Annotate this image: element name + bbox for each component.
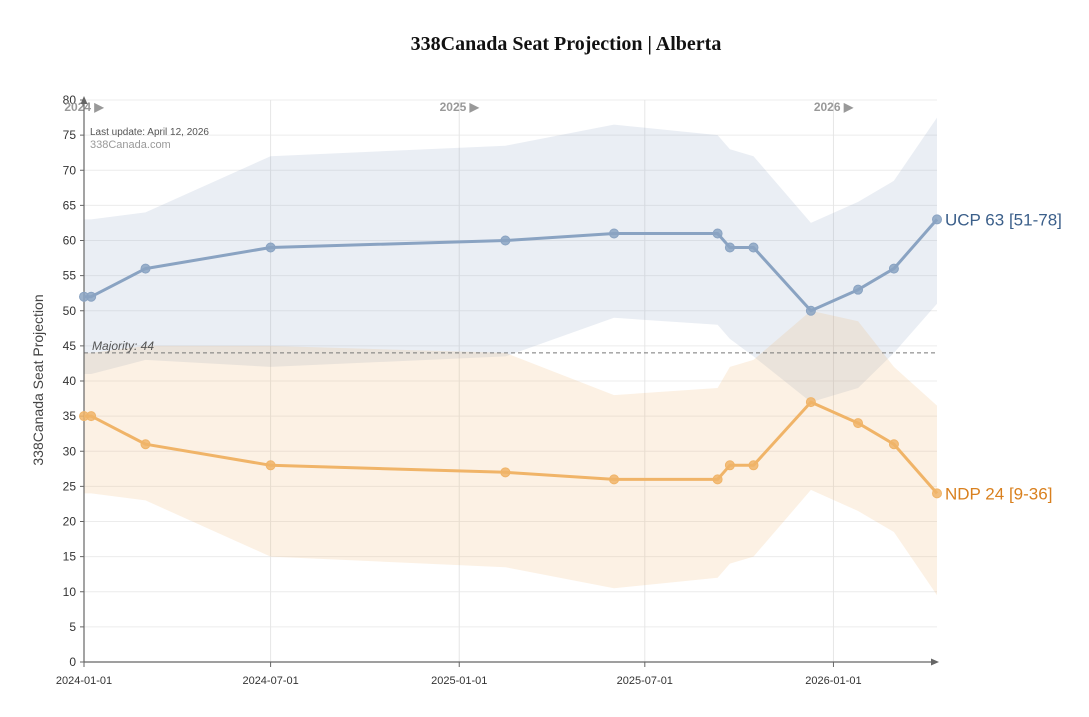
y-tick-label: 65	[63, 198, 77, 212]
point-ndp	[748, 460, 759, 471]
point-ndp	[140, 439, 151, 450]
y-tick-label: 75	[63, 128, 77, 142]
x-tick-label: 2026-01-01	[805, 675, 861, 687]
y-tick-label: 0	[69, 655, 76, 669]
point-ndp	[500, 467, 511, 478]
band-ndp	[84, 310, 937, 596]
y-tick-label: 45	[63, 339, 77, 353]
y-tick-label: 50	[63, 304, 77, 318]
point-ucp	[712, 228, 723, 239]
end-label-ndp: NDP 24 [9-36]	[945, 484, 1052, 503]
point-ndp	[265, 460, 276, 471]
series-end-labels: UCP 63 [51-78] NDP 24 [9-36]	[945, 210, 1062, 503]
point-ucp	[805, 305, 816, 316]
grid	[84, 99, 937, 662]
x-tick-label: 2025-01-01	[431, 675, 487, 687]
y-tick-label: 70	[63, 163, 77, 177]
y-tick-label: 60	[63, 234, 77, 248]
point-ucp	[86, 291, 97, 302]
point-ucp	[724, 242, 735, 253]
x-tick-label: 2024-01-01	[56, 675, 112, 687]
x-axis-arrow	[931, 658, 939, 666]
point-ndp	[712, 474, 723, 485]
series-points	[79, 214, 942, 499]
majority-label: Majority: 44	[92, 339, 154, 353]
point-ndp	[805, 397, 816, 408]
y-tick-label: 40	[63, 374, 77, 388]
point-ucp	[265, 242, 276, 253]
y-tick-label: 55	[63, 269, 77, 283]
point-ndp	[932, 488, 942, 499]
point-ndp	[86, 411, 97, 422]
y-tick-label: 5	[69, 620, 76, 634]
y-axis-label: 338Canada Seat Projection	[30, 294, 46, 465]
y-tick-label: 15	[63, 550, 77, 564]
point-ndp	[888, 439, 899, 450]
x-tick-label: 2024-07-01	[242, 675, 298, 687]
point-ndp	[853, 418, 864, 429]
point-ucp	[500, 235, 511, 246]
point-ucp	[853, 284, 864, 295]
y-tick-label: 25	[63, 479, 77, 493]
point-ucp	[609, 228, 620, 239]
y-tick-label: 20	[63, 515, 77, 529]
end-label-ucp: UCP 63 [51-78]	[945, 210, 1062, 229]
x-tick-label: 2025-07-01	[617, 675, 673, 687]
year-marker: 2026 ▶	[814, 100, 854, 114]
confidence-bands	[84, 117, 937, 596]
year-marker: 2025 ▶	[440, 100, 480, 114]
chart-title: 338Canada Seat Projection | Alberta	[411, 33, 722, 55]
point-ucp	[748, 242, 759, 253]
y-tick-label: 80	[63, 93, 77, 107]
point-ndp	[609, 474, 620, 485]
band-ucp	[84, 117, 937, 403]
point-ndp	[724, 460, 735, 471]
last-update-note: Last update: April 12, 2026	[90, 127, 209, 138]
majority-line: Majority: 44	[84, 339, 937, 354]
axes: 0 5 10 15 20 25 30 35 40 45 50 55 60 65 70 75 80 2024-01-…	[56, 93, 939, 687]
point-ucp	[932, 214, 942, 225]
y-tick-label: 30	[63, 444, 77, 458]
y-tick-label: 35	[63, 409, 77, 423]
source-watermark: 338Canada.com	[90, 139, 171, 151]
point-ucp	[140, 263, 151, 274]
point-ucp	[888, 263, 899, 274]
y-axis-arrow	[80, 96, 88, 104]
y-tick-label: 10	[63, 585, 77, 599]
